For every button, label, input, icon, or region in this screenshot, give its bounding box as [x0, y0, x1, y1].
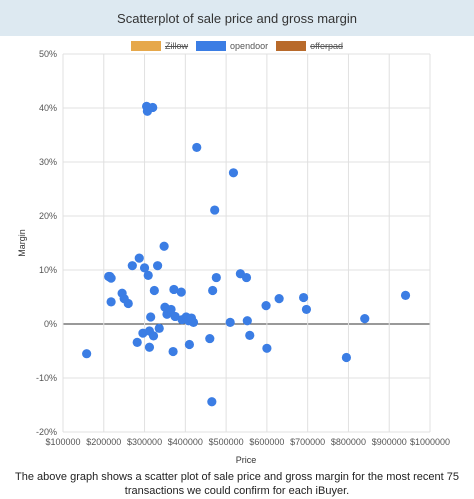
legend-label-zillow: Zillow	[165, 41, 189, 51]
data-point-opendoor[interactable]	[143, 270, 153, 280]
legend-label-offerpad: offerpad	[310, 41, 343, 51]
data-point-opendoor[interactable]	[207, 397, 217, 407]
data-point-opendoor[interactable]	[123, 298, 133, 309]
data-point-opendoor[interactable]	[169, 284, 179, 295]
data-point-opendoor[interactable]	[139, 263, 150, 273]
data-point-opendoor[interactable]	[82, 349, 92, 359]
scatter-chart: -20% -10% 0% 10% 20% 30% 40% 50% $100000 $200000…	[17, 49, 450, 465]
data-point-opendoor[interactable]	[144, 342, 155, 352]
x-tick-label: $500000	[209, 437, 244, 447]
data-point-opendoor[interactable]	[245, 330, 255, 340]
y-tick-label: 0%	[44, 319, 57, 329]
data-point-opendoor[interactable]	[242, 316, 252, 326]
data-point-opendoor[interactable]	[168, 346, 178, 357]
y-axis-ticks: -20% -10% 0% 10% 20% 30% 40% 50%	[36, 49, 57, 437]
data-point-opendoor[interactable]	[176, 287, 186, 297]
y-axis-title: Margin	[17, 229, 27, 257]
data-point-opendoor[interactable]	[262, 343, 272, 353]
legend-swatch-offerpad	[276, 41, 307, 51]
data-point-opendoor[interactable]	[146, 312, 156, 322]
data-point-opendoor[interactable]	[360, 314, 370, 324]
y-tick-label: -10%	[36, 373, 57, 383]
legend-item-opendoor[interactable]: opendoor	[196, 41, 268, 51]
data-point-opendoor[interactable]	[208, 285, 218, 296]
data-point-opendoor[interactable]	[153, 261, 163, 271]
x-tick-label: $600000	[249, 437, 284, 447]
data-point-opendoor[interactable]	[127, 261, 137, 271]
data-point-opendoor[interactable]	[205, 333, 215, 344]
legend-swatch-opendoor	[196, 41, 227, 51]
y-tick-label: 40%	[39, 103, 57, 113]
data-point-opendoor[interactable]	[228, 168, 239, 178]
data-points	[82, 101, 411, 407]
chart-title-bar: Scatterplot of sale price and gross marg…	[0, 0, 474, 36]
x-axis-ticks: $100000 $200000 $300000 $400000 $500000 $6000…	[45, 437, 450, 447]
legend-label-opendoor: opendoor	[230, 41, 269, 51]
x-tick-label: $900000	[372, 437, 407, 447]
x-tick-label: $800000	[331, 437, 366, 447]
chart-caption: The above graph shows a scatter plot of …	[15, 471, 459, 497]
data-point-opendoor[interactable]	[341, 352, 352, 363]
data-point-opendoor[interactable]	[170, 311, 180, 322]
data-point-opendoor[interactable]	[159, 241, 169, 251]
y-tick-label: 10%	[39, 265, 57, 275]
data-point-opendoor[interactable]	[211, 272, 221, 283]
chart-legend: Zillow opendoor offerpad	[0, 36, 474, 56]
x-tick-label: $400000	[168, 437, 203, 447]
data-point-opendoor[interactable]	[400, 290, 411, 300]
x-tick-label: $200000	[86, 437, 121, 447]
y-tick-label: -20%	[36, 427, 57, 437]
data-point-opendoor[interactable]	[192, 142, 202, 153]
x-tick-label: $100000	[45, 437, 80, 447]
y-tick-label: 20%	[39, 211, 57, 221]
x-axis-title: Price	[236, 455, 257, 465]
x-tick-label: $1000000	[410, 437, 450, 447]
data-point-opendoor[interactable]	[210, 205, 220, 215]
data-point-opendoor[interactable]	[274, 294, 284, 304]
chart-grid	[62, 53, 431, 433]
data-point-opendoor[interactable]	[149, 285, 159, 296]
legend-item-zillow[interactable]: Zillow	[131, 41, 188, 51]
data-point-opendoor[interactable]	[166, 304, 176, 315]
data-point-opendoor[interactable]	[301, 304, 312, 315]
data-point-opendoor[interactable]	[298, 292, 309, 303]
data-point-opendoor[interactable]	[106, 297, 116, 307]
chart-title: Scatterplot of sale price and gross marg…	[117, 10, 357, 26]
data-point-opendoor[interactable]	[184, 339, 195, 350]
data-point-opendoor[interactable]	[134, 253, 144, 263]
data-point-opendoor[interactable]	[148, 331, 159, 341]
x-tick-label: $700000	[290, 437, 325, 447]
x-tick-label: $300000	[127, 437, 162, 447]
data-point-opendoor[interactable]	[132, 337, 142, 347]
y-tick-label: 50%	[39, 49, 57, 59]
legend-swatch-zillow	[131, 41, 162, 51]
data-point-opendoor[interactable]	[148, 102, 158, 113]
data-point-opendoor[interactable]	[106, 273, 116, 283]
data-point-opendoor[interactable]	[188, 317, 199, 327]
data-point-opendoor[interactable]	[261, 301, 271, 311]
data-point-opendoor[interactable]	[154, 323, 164, 333]
legend-item-offerpad[interactable]: offerpad	[276, 41, 343, 51]
data-point-opendoor[interactable]	[241, 272, 252, 283]
y-tick-label: 30%	[39, 157, 57, 167]
data-point-opendoor[interactable]	[225, 317, 235, 327]
